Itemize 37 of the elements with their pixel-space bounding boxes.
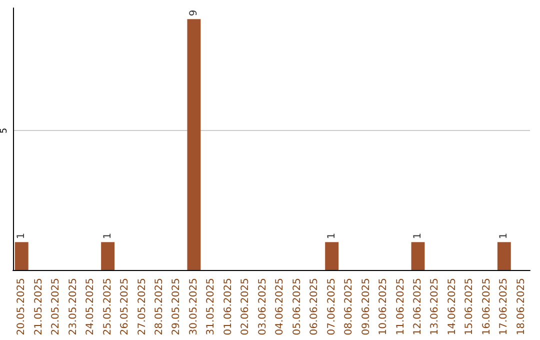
x-tick-label: 11.06.2025 xyxy=(395,278,406,336)
data-label: 1 xyxy=(412,232,424,240)
x-tick-label: 24.05.2025 xyxy=(85,278,96,336)
x-tick-label: 07.06.2025 xyxy=(326,278,338,336)
x-tick-label: 08.06.2025 xyxy=(344,278,355,336)
data-label: 1 xyxy=(498,232,510,240)
x-tick-label: 01.06.2025 xyxy=(222,278,234,336)
x-tick-label: 25.05.2025 xyxy=(102,278,114,336)
x-tick-label: 21.05.2025 xyxy=(33,278,44,336)
x-tick-label: 18.06.2025 xyxy=(516,278,527,336)
x-tick-label: 17.06.2025 xyxy=(498,278,510,336)
data-label: 1 xyxy=(16,232,28,240)
x-tick-label: 16.06.2025 xyxy=(481,278,492,336)
x-tick-label: 22.05.2025 xyxy=(50,278,62,336)
y-tick-label: 5 xyxy=(0,128,10,134)
x-tick-label: 10.06.2025 xyxy=(378,278,390,336)
x-tick-label: 03.06.2025 xyxy=(257,278,268,336)
x-tick-label: 30.05.2025 xyxy=(188,278,200,336)
x-tick-label: 26.05.2025 xyxy=(120,278,131,336)
x-tick-label: 12.06.2025 xyxy=(412,278,424,336)
x-tick-label: 28.05.2025 xyxy=(154,278,165,336)
x-tick-label: 02.06.2025 xyxy=(240,278,252,336)
x-tick-label: 20.05.2025 xyxy=(16,278,28,336)
x-tick-label: 09.06.2025 xyxy=(360,278,372,336)
x-tick-label: 04.06.2025 xyxy=(274,278,286,336)
data-label: 1 xyxy=(326,232,338,240)
x-tick-label: 06.06.2025 xyxy=(309,278,320,336)
x-tick-label: 31.05.2025 xyxy=(206,278,217,336)
data-label: 9 xyxy=(188,10,200,16)
x-tick-label: 23.05.2025 xyxy=(68,278,79,336)
x-tick-label: 13.06.2025 xyxy=(430,278,441,336)
x-tick-label: 14.06.2025 xyxy=(446,278,458,336)
x-tick-label: 05.06.2025 xyxy=(292,278,303,336)
x-tick-label: 15.06.2025 xyxy=(464,278,476,336)
x-tick-label: 29.05.2025 xyxy=(171,278,182,336)
x-tick-label: 27.05.2025 xyxy=(136,278,148,336)
data-label: 1 xyxy=(102,232,114,240)
